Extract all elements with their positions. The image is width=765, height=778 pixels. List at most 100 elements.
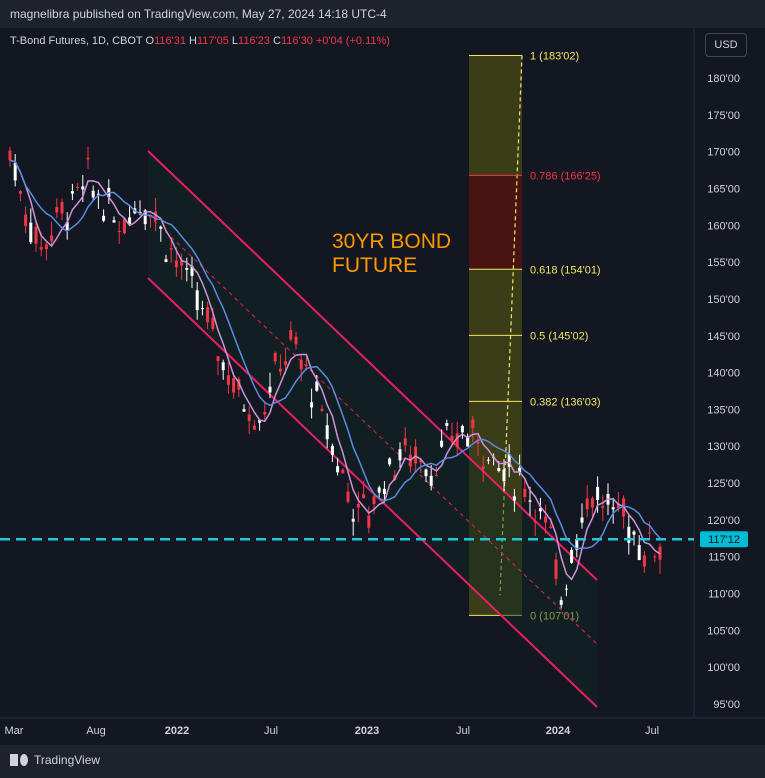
fibonacci-retracement[interactable]: 1 (183'02) 0.786 (166'25) 0.618 (154'01) 0.… [469,50,601,622]
tradingview-logo[interactable]: TradingView [10,753,100,767]
time-tick-label: 2024 [546,725,571,737]
price-tick-label: 175'00 [707,110,740,122]
low-value: 116'23 [238,35,270,47]
price-tick-label: 100'00 [707,662,740,674]
candle-body [497,468,501,472]
fib-level-label: 1 (183'02) [530,50,579,62]
candle-body [29,222,33,243]
price-tick-label: 150'00 [707,294,740,306]
candle-body [154,211,158,221]
candle-body [549,526,553,528]
candle-body [336,466,340,473]
candle-body [414,446,418,464]
candle-body [533,521,537,523]
currency-button[interactable]: USD [705,33,747,57]
candle-body [601,505,605,508]
fib-level-label: 0.786 (166'25) [530,170,601,182]
tradingview-logo-icon [10,754,28,766]
price-tick-label: 95'00 [713,699,740,711]
candle-body [325,425,329,440]
time-tick-label: 2023 [355,725,379,737]
candle-body [76,186,80,188]
candle-body [575,538,579,550]
annotation-line-2: FUTURE [332,254,418,277]
candle-body [81,186,85,190]
candle-body [60,202,64,214]
candle-body [445,422,449,426]
price-tick-label: 160'00 [707,220,740,232]
footer-bar: TradingView [0,745,765,778]
candle-body [112,220,116,223]
price-chart[interactable]: 1 (183'02) 0.786 (166'25) 0.618 (154'01) 0.… [0,28,765,745]
candle-body [289,329,293,340]
candle-body [24,214,28,226]
candle-body [247,414,251,421]
candle-body [580,517,584,523]
candle-body [294,336,298,345]
tradingview-logo-text: TradingView [34,753,101,767]
fib-trend-line [499,55,523,596]
time-tick-label: Aug [86,725,106,737]
candle-body [252,425,256,430]
price-axis: 95'00 100'00 105'00 110'00 115'00 120'00 125'0… [707,73,740,711]
candle-body [315,381,319,391]
candle-body [39,247,43,250]
time-tick-label: Jul [264,725,278,737]
candle-body [304,364,308,366]
time-tick-label: Jul [645,725,659,737]
price-tick-label: 110'00 [708,589,740,601]
candle-body [559,600,563,605]
fib-level-label: 0.618 (154'01) [530,264,601,276]
candle-body [382,488,386,495]
candle-body [372,496,376,505]
annotation-line-1: 30YR BOND [332,230,452,253]
candle-body [450,435,454,441]
moving-average-slow [9,159,661,550]
candle-body [455,433,459,448]
price-tick-label: 165'00 [707,183,740,195]
last-price-tag [700,531,748,548]
channel-fill [148,151,597,707]
price-tick-label: 145'00 [707,331,740,343]
candle-body [159,226,163,229]
candle-body [232,378,236,393]
candle-body [50,235,54,242]
candle-body [590,498,594,508]
candle-body [398,449,402,461]
candle-body [190,266,194,276]
open-value: 116'31 [154,35,186,47]
candle-body [346,491,350,502]
candle-body [440,440,444,447]
candle-body [632,531,636,535]
candle-body [362,494,366,499]
candle-body [611,507,615,510]
candle-body [206,307,210,323]
time-tick-label: 2022 [165,725,189,737]
candle-body [585,498,589,510]
high-label: H [189,35,197,47]
candle-body [351,518,355,522]
candle-body [96,193,100,195]
candle-body [419,460,423,463]
candle-body [237,379,241,390]
candle-body [476,441,480,444]
candle-body [174,260,178,268]
candle-body [185,267,189,270]
candle-body [356,503,360,508]
candle-body [424,469,428,477]
candle-body [242,409,246,412]
fib-level-label: 0 (107'01) [530,610,579,622]
candle-body [528,500,532,502]
candle-body [429,475,433,486]
candle-body [169,248,173,250]
time-tick-label: Mar [5,725,24,737]
open-label: O [145,35,155,47]
last-price-label: 117'12 [708,534,740,546]
price-tick-label: 115'00 [708,552,740,564]
candle-body [596,486,600,500]
candle-body [523,488,527,498]
chart-annotation[interactable]: 30YR BOND FUTURE [332,230,451,278]
candle-body [367,515,371,528]
horizontal-line[interactable]: 117'12 [0,531,748,548]
candle-body [117,230,121,232]
